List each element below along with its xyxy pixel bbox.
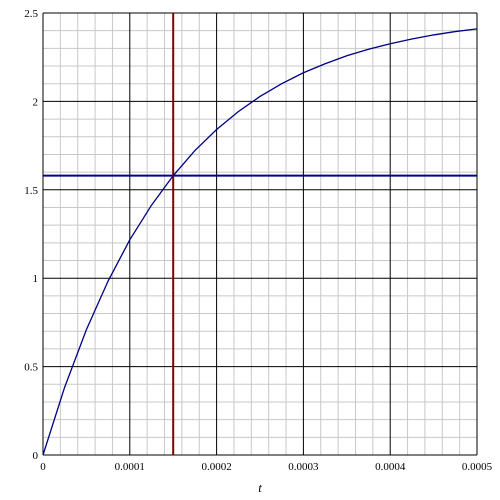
x-tick-label: 0.0004	[375, 461, 406, 473]
x-tick-label: 0.0001	[115, 461, 145, 473]
y-tick-label: 2	[33, 96, 39, 108]
y-tick-label: 1.5	[24, 185, 38, 197]
y-tick-label: 0	[33, 450, 39, 462]
x-tick-label: 0.0005	[462, 461, 493, 473]
x-axis-label: t	[258, 480, 262, 495]
x-tick-label: 0	[40, 461, 46, 473]
x-tick-label: 0.0002	[201, 461, 231, 473]
y-tick-label: 0.5	[24, 362, 38, 374]
data-line	[42, 28, 478, 456]
x-tick-label: 0.0003	[288, 461, 319, 473]
y-tick-label: 2.5	[24, 8, 38, 20]
y-tick-label: 1	[33, 273, 39, 285]
